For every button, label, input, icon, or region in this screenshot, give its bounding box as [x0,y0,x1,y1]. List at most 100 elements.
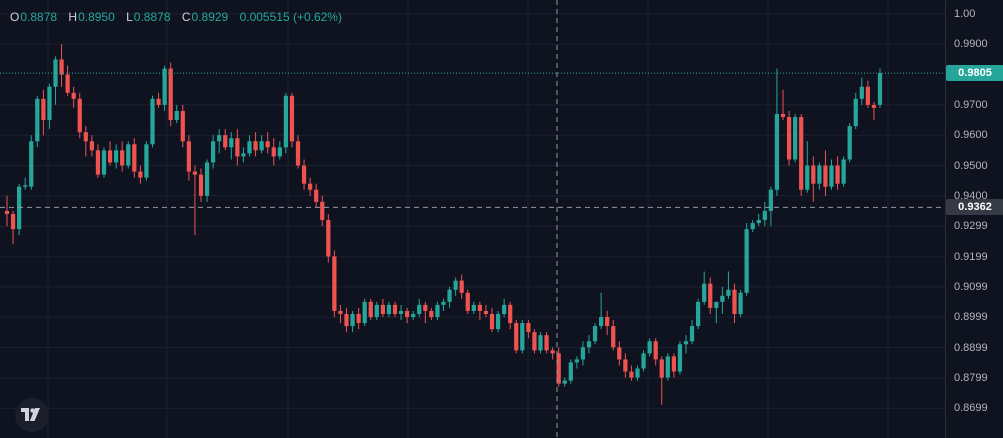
candle [623,353,628,378]
candle [514,320,519,354]
candle [241,147,246,163]
candle [835,156,840,190]
candle [586,335,592,354]
candle-body [677,344,683,372]
candle [592,323,598,345]
candle-body [198,174,204,196]
tradingview-logo-icon[interactable] [15,398,49,432]
candle [671,353,676,378]
crosshair-price-tag: 0.9362 [946,199,1003,216]
candle-body [314,189,319,202]
candle-body [265,141,270,148]
candle-body [544,335,549,351]
candle-body [338,310,343,314]
legend-low-value: 0.8878 [133,10,171,24]
price-tick-label: 0.8799 [954,371,988,384]
candle-body [217,135,222,142]
candle-body [386,304,392,314]
candle-body [780,113,786,118]
candle-body [350,313,355,327]
price-tick-label: 0.8999 [954,311,988,324]
candle-body [162,68,167,105]
candle-body [235,138,240,157]
candle [877,68,883,108]
candle-body [605,317,610,327]
candle [865,80,870,108]
candle [198,168,204,202]
candle-body [580,347,586,360]
candle [714,301,719,324]
candle-body [398,310,404,314]
candle [793,113,798,163]
candle [762,201,767,227]
candle-body [368,301,373,317]
candle [823,150,828,196]
candle [853,92,858,130]
chart-canvas[interactable] [0,0,945,438]
candle-body [744,229,749,293]
candle-body [459,280,464,293]
candle-body [180,110,185,142]
candle [411,310,416,321]
chart-background [0,0,945,438]
candle-body [204,162,210,196]
legend-close-key: C [181,10,191,24]
candle [132,138,137,178]
candle [423,301,428,324]
candle [465,289,470,314]
candle [756,213,761,227]
candle [204,159,210,202]
candle [235,129,240,166]
candle-body [380,304,385,314]
candle [247,135,252,157]
candle-body [611,326,616,348]
candle [101,147,107,178]
candle-body [423,304,428,311]
candle [107,141,113,166]
candle [10,210,16,245]
candle-body [229,138,234,148]
candle-body [271,147,276,157]
candle [308,177,313,196]
candle-body [592,326,598,342]
candle [659,356,664,405]
price-tick-label: 0.9500 [954,159,988,172]
price-tick-label: 0.9400 [954,189,988,202]
candle [59,44,64,87]
candle [580,341,586,366]
candle-body [683,341,689,345]
price-tick-label: 0.8699 [954,402,988,415]
candle [126,141,131,169]
candle-body [332,256,337,311]
candle [326,213,331,263]
candle [77,92,82,139]
candlestick-chart[interactable] [0,0,945,438]
candle-body [77,98,82,133]
candle-body [53,59,58,87]
candle [47,83,52,130]
candle [732,283,737,324]
tradingview-logo-glyph [21,408,40,421]
candle-body [17,186,22,230]
candle-body [126,144,131,166]
price-scale[interactable]: 1.00 0.9900 0.9700 0.9600 0.9500 0.9400 0.9299… [945,0,1003,438]
candle [83,126,88,157]
candle [768,186,773,227]
candle [617,341,622,366]
candle-body [356,313,361,324]
candle [23,177,28,190]
candle-body [738,292,743,314]
price-tick-label: 0.9700 [954,98,988,111]
candle-body [811,165,816,184]
candle-body [774,113,780,190]
candle [568,359,573,384]
candle [641,350,646,372]
candle-body [514,323,519,351]
candle [283,92,288,154]
candle [562,377,567,387]
candle [665,353,670,381]
candle-body [150,98,155,145]
candle [392,301,398,317]
candle-body [829,165,834,187]
legend-open-key: O [10,10,20,24]
